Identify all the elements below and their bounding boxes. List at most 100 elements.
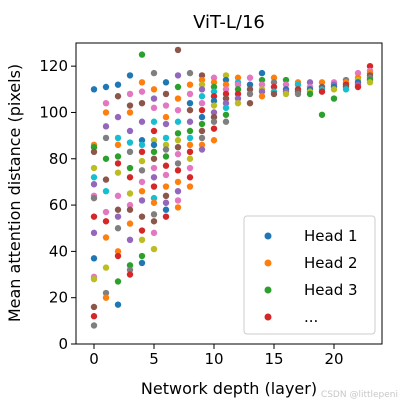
data-point [90, 255, 98, 262]
data-point [210, 113, 218, 121]
data-point [102, 294, 110, 301]
data-point [162, 141, 170, 149]
legend-marker [264, 286, 272, 294]
data-point [210, 109, 218, 116]
data-point [210, 83, 218, 91]
data-point [354, 83, 362, 91]
data-point [222, 118, 230, 125]
data-point [150, 245, 158, 253]
data-point [102, 289, 110, 297]
data-point [150, 95, 158, 102]
data-point [126, 201, 134, 209]
data-point [90, 181, 98, 188]
data-point [210, 125, 218, 132]
data-point [222, 81, 230, 88]
data-point [150, 194, 158, 202]
data-point [366, 62, 374, 70]
data-point [102, 176, 110, 183]
data-point [174, 46, 182, 54]
data-point [138, 118, 146, 125]
data-point [150, 164, 158, 172]
data-point [198, 146, 206, 153]
data-point [294, 81, 302, 88]
data-point [198, 72, 206, 79]
data-point [126, 190, 134, 197]
data-point [366, 79, 374, 86]
data-point [246, 81, 254, 88]
data-point [114, 225, 122, 232]
data-point [150, 155, 158, 162]
data-point [234, 81, 242, 88]
data-point [186, 118, 194, 125]
data-point [174, 118, 182, 125]
data-point [162, 120, 170, 128]
data-point [282, 90, 290, 98]
y-tick-label: 100 [39, 103, 68, 121]
data-point [186, 69, 194, 77]
data-point [102, 83, 110, 91]
data-point [114, 153, 122, 160]
data-point [162, 213, 170, 220]
data-point [354, 69, 362, 77]
data-point [186, 106, 194, 114]
data-point [150, 86, 158, 93]
data-point [150, 118, 158, 125]
data-point [150, 148, 158, 156]
data-point [174, 137, 182, 144]
data-point [198, 100, 206, 107]
data-point [222, 86, 230, 93]
data-point [114, 113, 122, 121]
data-point [138, 252, 146, 260]
data-point [174, 95, 182, 102]
data-point [198, 81, 206, 88]
chart-title: ViT-L/16 [193, 12, 265, 33]
data-point [102, 134, 110, 142]
data-point [234, 90, 242, 98]
data-point [150, 183, 158, 190]
x-tick-label: 20 [324, 350, 343, 368]
data-point [210, 74, 218, 81]
data-point [138, 178, 146, 186]
data-point [126, 206, 134, 213]
data-point [198, 113, 206, 121]
data-point [150, 127, 158, 135]
data-point [126, 164, 134, 172]
data-point [138, 167, 146, 174]
data-point [294, 90, 302, 98]
y-axis-ticks: 0 20 40 60 80 100 120 [39, 57, 76, 353]
x-tick-label: 5 [149, 350, 159, 368]
data-point [270, 74, 278, 81]
data-point [234, 74, 242, 81]
data-point [162, 90, 170, 98]
data-point [102, 208, 110, 216]
data-point [150, 69, 158, 77]
data-point [126, 139, 134, 146]
data-point [114, 252, 122, 260]
data-point [102, 155, 110, 162]
data-point [150, 137, 158, 144]
y-tick-label: 80 [49, 150, 68, 168]
data-point [246, 74, 254, 81]
y-tick-label: 0 [58, 335, 68, 353]
data-point [90, 313, 98, 320]
x-axis-label: Network depth (layer) [141, 379, 317, 398]
legend-label: ... [304, 308, 318, 326]
data-point [186, 100, 194, 107]
y-axis-label: Mean attention distance (pixels) [5, 64, 24, 322]
data-point [162, 183, 170, 190]
data-point [174, 167, 182, 174]
data-point [138, 79, 146, 86]
data-point [102, 187, 110, 195]
data-point [174, 197, 182, 204]
data-point [234, 86, 242, 93]
data-point [126, 72, 134, 79]
data-point [210, 137, 218, 144]
data-point [114, 81, 122, 88]
legend-box [243, 215, 376, 335]
data-point [126, 266, 134, 274]
data-point [222, 104, 230, 112]
data-point [162, 153, 170, 160]
data-point [198, 141, 206, 149]
data-point [162, 146, 170, 153]
